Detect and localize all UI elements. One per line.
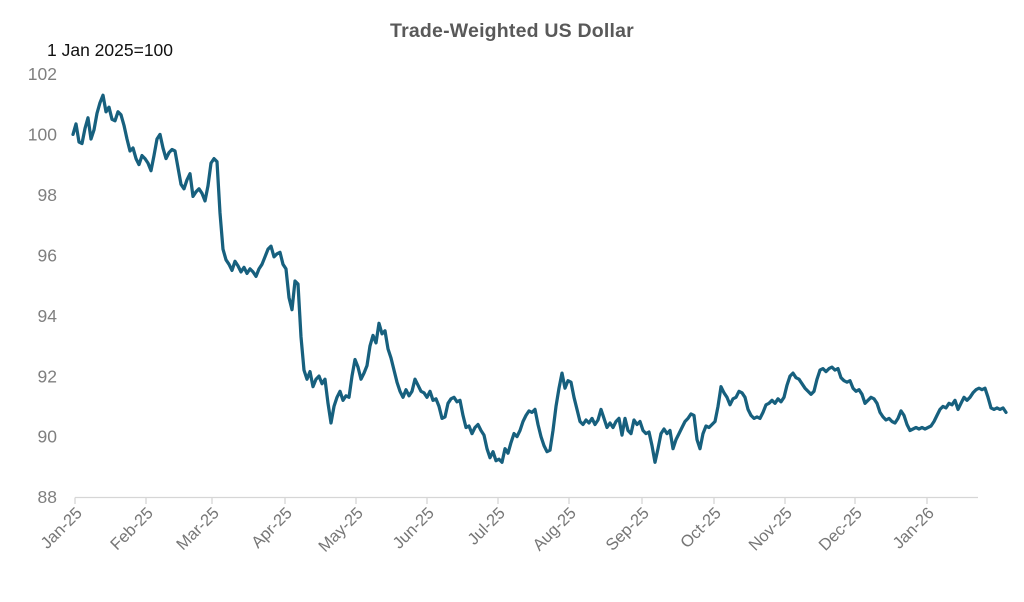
x-axis-tick-label: Apr-25: [248, 504, 296, 552]
y-axis-tick-label: 90: [38, 427, 58, 447]
y-axis-tick-label: 92: [38, 366, 57, 386]
x-axis-tick-label: Aug-25: [529, 504, 579, 554]
y-axis-tick-label: 98: [38, 185, 57, 205]
axis-note: 1 Jan 2025=100: [47, 40, 174, 60]
x-axis-tick-label: Oct-25: [677, 504, 725, 552]
y-axis-tick-label: 102: [28, 64, 57, 84]
x-axis-tick-label: Jun-25: [389, 504, 437, 552]
x-axis-tick-label: Feb-25: [107, 504, 157, 554]
y-axis-tick-label: 94: [38, 306, 58, 326]
x-axis-tick-label: Jan-25: [37, 504, 85, 552]
x-axis-tick-label: Jul-25: [464, 504, 509, 549]
y-axis-tick-label: 88: [38, 487, 57, 507]
x-axis-tick-label: Sep-25: [602, 504, 652, 554]
y-axis-tick-label: 96: [38, 245, 57, 265]
x-axis-tick-label: Jan-26: [889, 504, 937, 552]
chart-title: Trade-Weighted US Dollar: [390, 20, 634, 42]
x-axis-tick-label: Dec-25: [815, 504, 865, 554]
data-series-line: [71, 93, 1008, 464]
y-axis-tick-label: 100: [28, 125, 57, 145]
x-axis-tick-label: Mar-25: [173, 504, 223, 554]
x-axis-tick-label: May-25: [315, 504, 367, 556]
x-axis-tick-label: Nov-25: [745, 504, 795, 554]
